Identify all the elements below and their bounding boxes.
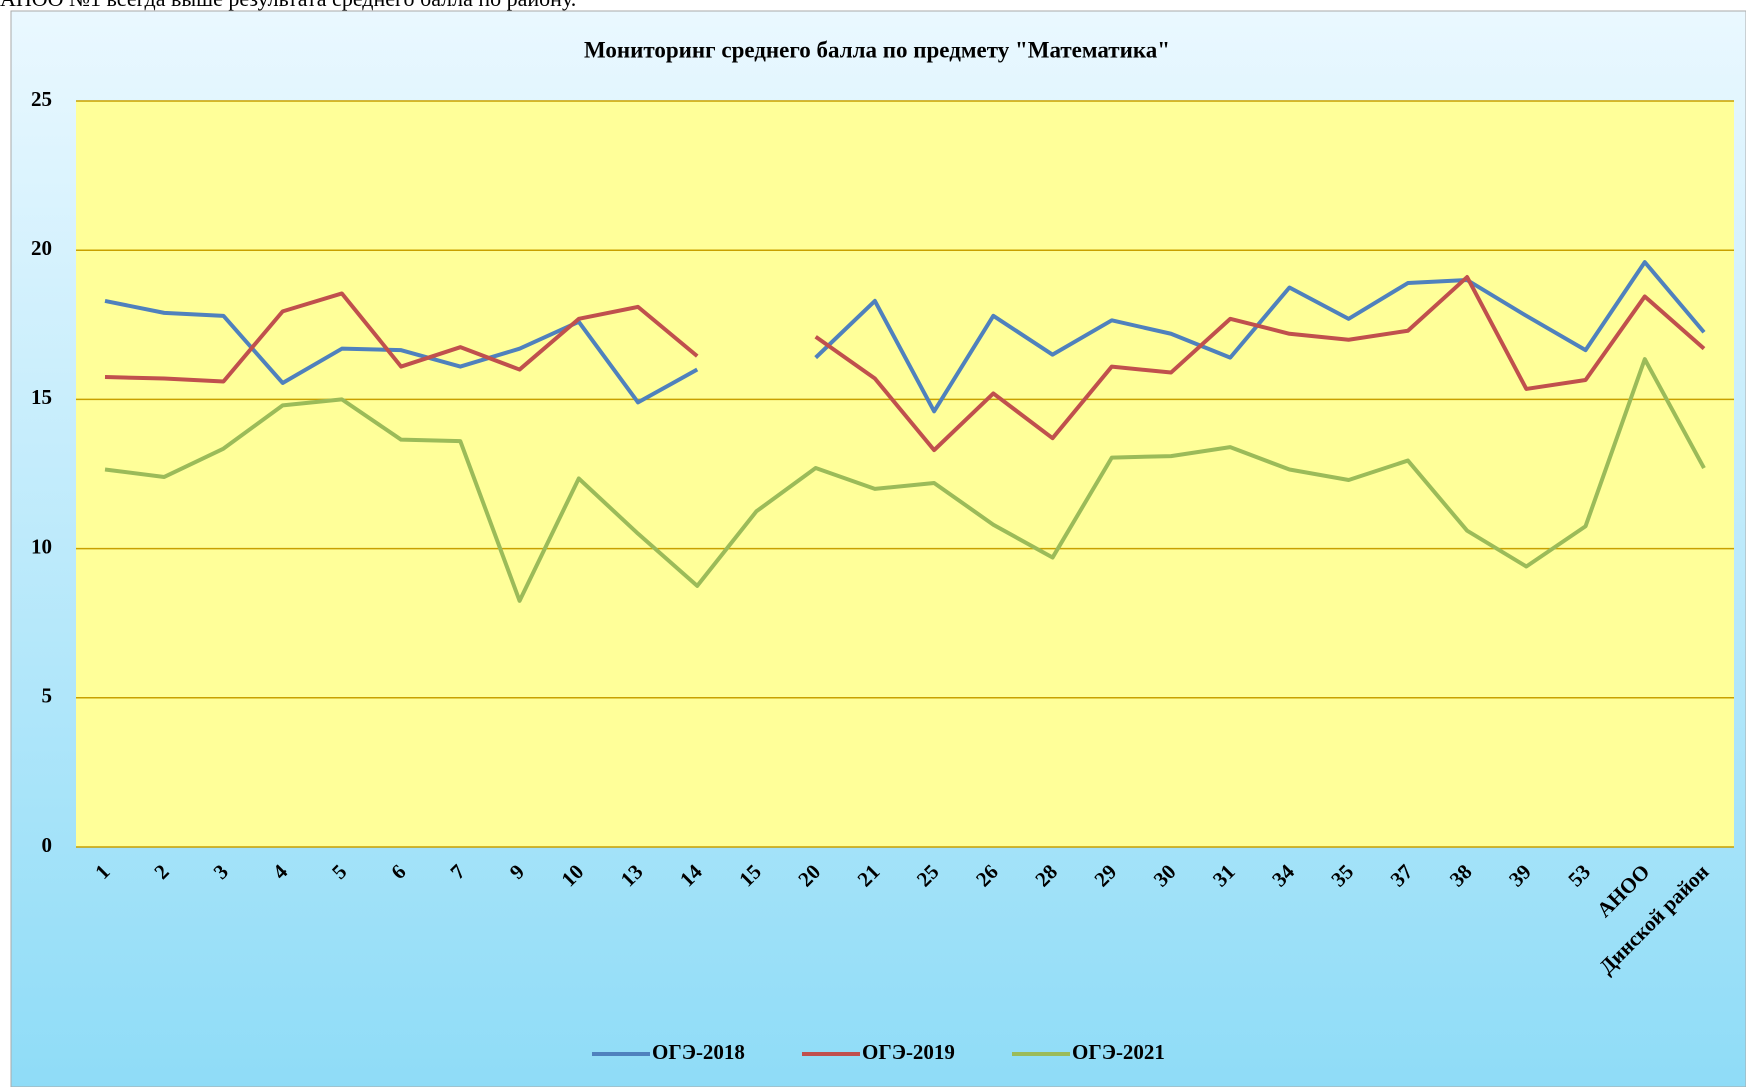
legend-label: ОГЭ-2019 xyxy=(862,1040,955,1064)
legend-label: ОГЭ-2018 xyxy=(652,1040,745,1064)
plot-area xyxy=(76,101,1734,847)
legend-label: ОГЭ-2021 xyxy=(1072,1040,1165,1064)
caption: АНОО №1 всегда выше результата среднего … xyxy=(0,0,576,11)
y-tick-label: 25 xyxy=(31,87,52,111)
y-tick-label: 10 xyxy=(31,534,52,558)
y-tick-label: 15 xyxy=(31,385,52,409)
series-line xyxy=(104,260,1706,414)
y-tick-label: 5 xyxy=(42,684,53,708)
chart-title: Мониторинг среднего балла по предмету "М… xyxy=(584,37,1170,62)
y-tick-label: 20 xyxy=(31,236,52,260)
series-line xyxy=(104,357,1706,603)
series-line xyxy=(104,275,1706,453)
y-tick-label: 0 xyxy=(42,833,53,857)
